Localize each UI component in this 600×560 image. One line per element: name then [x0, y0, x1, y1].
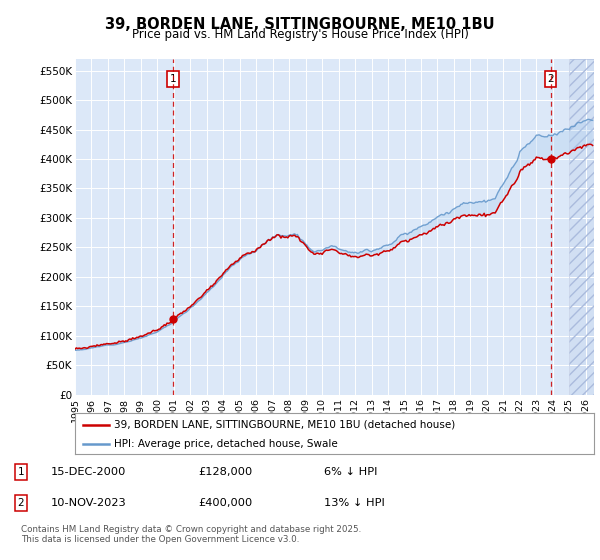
- Text: £128,000: £128,000: [198, 467, 252, 477]
- Text: HPI: Average price, detached house, Swale: HPI: Average price, detached house, Swal…: [114, 439, 338, 449]
- Text: £400,000: £400,000: [198, 498, 252, 508]
- Bar: [569, 59, 594, 395]
- Text: Price paid vs. HM Land Registry's House Price Index (HPI): Price paid vs. HM Land Registry's House …: [131, 28, 469, 41]
- Text: 1: 1: [170, 74, 176, 84]
- Text: 39, BORDEN LANE, SITTINGBOURNE, ME10 1BU (detached house): 39, BORDEN LANE, SITTINGBOURNE, ME10 1BU…: [114, 419, 455, 430]
- Text: 13% ↓ HPI: 13% ↓ HPI: [324, 498, 385, 508]
- Text: Contains HM Land Registry data © Crown copyright and database right 2025.
This d: Contains HM Land Registry data © Crown c…: [21, 525, 361, 544]
- Text: 15-DEC-2000: 15-DEC-2000: [51, 467, 127, 477]
- Text: 10-NOV-2023: 10-NOV-2023: [51, 498, 127, 508]
- Bar: [569, 59, 594, 395]
- Text: 1: 1: [17, 467, 25, 477]
- Text: 6% ↓ HPI: 6% ↓ HPI: [324, 467, 377, 477]
- Text: 2: 2: [547, 74, 554, 84]
- Text: 39, BORDEN LANE, SITTINGBOURNE, ME10 1BU: 39, BORDEN LANE, SITTINGBOURNE, ME10 1BU: [105, 17, 495, 32]
- Text: 2: 2: [17, 498, 25, 508]
